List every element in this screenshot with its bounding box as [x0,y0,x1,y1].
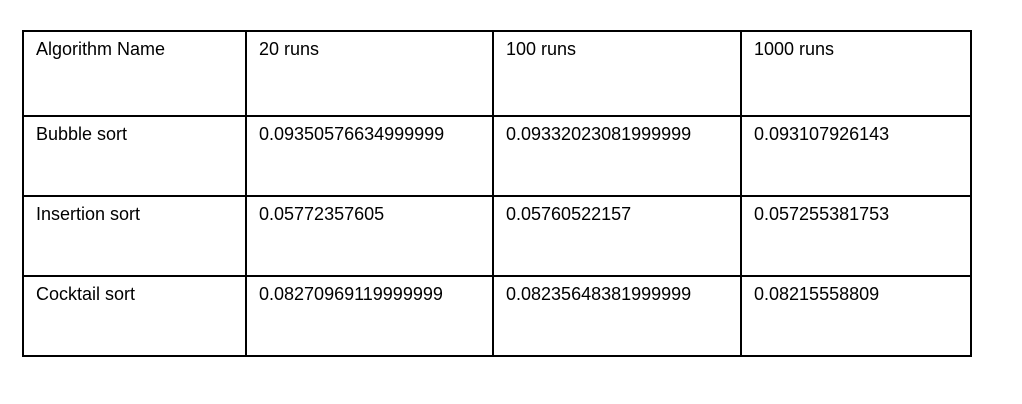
table-cell-100-runs: 0.09332023081999999 [492,115,742,197]
table-row-cocktail-sort: Cocktail sort 0.08270969119999999 0.0823… [22,275,972,357]
table-row-bubble-sort: Bubble sort 0.09350576634999999 0.093320… [22,115,972,197]
table-cell-1000-runs: 0.08215558809 [740,275,972,357]
table-cell-100-runs: 0.08235648381999999 [492,275,742,357]
table-cell-algorithm: Cocktail sort [22,275,247,357]
table-cell-algorithm: Insertion sort [22,195,247,277]
results-table: Algorithm Name 20 runs 100 runs 1000 run… [22,30,972,357]
table-header-row: Algorithm Name 20 runs 100 runs 1000 run… [22,30,972,117]
table-cell-algorithm: Bubble sort [22,115,247,197]
table-cell-1000-runs: 0.057255381753 [740,195,972,277]
header-1000-runs: 1000 runs [740,30,972,117]
table-cell-100-runs: 0.05760522157 [492,195,742,277]
header-20-runs: 20 runs [245,30,494,117]
table-cell-20-runs: 0.09350576634999999 [245,115,494,197]
header-algorithm-name: Algorithm Name [22,30,247,117]
table-row-insertion-sort: Insertion sort 0.05772357605 0.057605221… [22,195,972,277]
header-100-runs: 100 runs [492,30,742,117]
table-cell-1000-runs: 0.093107926143 [740,115,972,197]
table-cell-20-runs: 0.05772357605 [245,195,494,277]
table-cell-20-runs: 0.08270969119999999 [245,275,494,357]
